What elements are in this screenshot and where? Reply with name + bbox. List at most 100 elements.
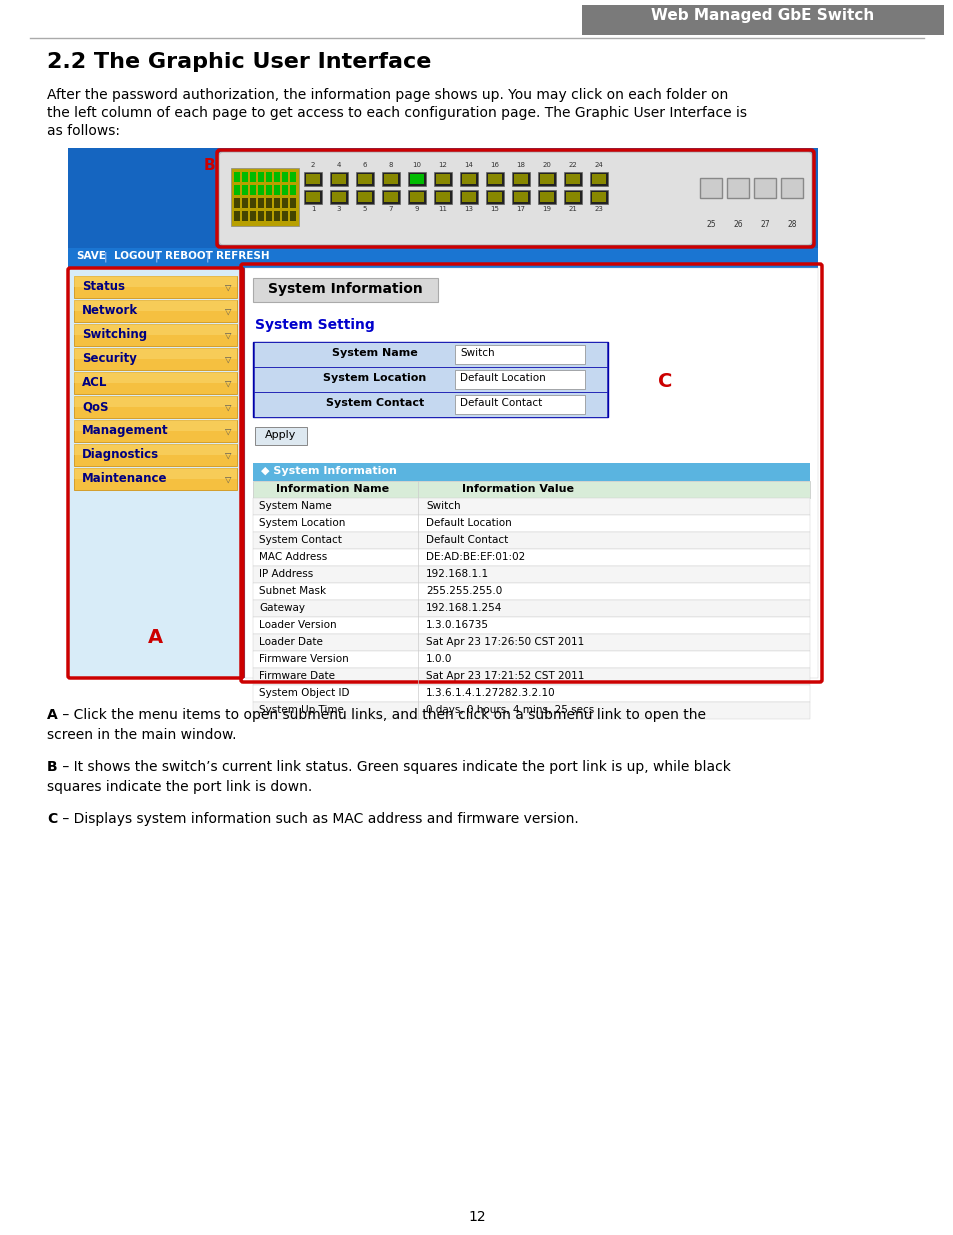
Text: 22: 22 <box>568 162 577 168</box>
Text: ACL: ACL <box>82 375 108 389</box>
Bar <box>282 211 288 221</box>
Bar <box>436 174 450 184</box>
Text: Switching: Switching <box>82 329 147 341</box>
Text: After the password authorization, the information page shows up. You may click o: After the password authorization, the in… <box>47 88 727 103</box>
Bar <box>512 190 530 204</box>
Bar <box>68 268 243 678</box>
Text: DE:AD:BE:EF:01:02: DE:AD:BE:EF:01:02 <box>426 552 525 562</box>
Text: screen in the main window.: screen in the main window. <box>47 727 236 742</box>
Bar <box>242 172 248 182</box>
Bar <box>565 191 579 203</box>
Bar <box>459 190 477 204</box>
Text: Switch: Switch <box>459 348 494 358</box>
Bar <box>410 191 423 203</box>
Bar <box>459 172 477 186</box>
Text: C: C <box>47 811 57 826</box>
Bar <box>253 480 809 498</box>
Bar <box>254 427 307 445</box>
Bar <box>257 211 264 221</box>
Bar <box>306 174 319 184</box>
Bar <box>233 185 240 195</box>
Bar <box>253 342 606 367</box>
Text: 12: 12 <box>468 1210 485 1224</box>
Bar <box>700 178 721 198</box>
Bar <box>290 172 295 182</box>
Text: A: A <box>47 708 58 722</box>
Text: 1: 1 <box>311 206 314 212</box>
Text: Default Location: Default Location <box>426 517 511 529</box>
Bar <box>514 191 527 203</box>
Bar <box>434 190 452 204</box>
Bar <box>330 172 348 186</box>
Text: System Up Time: System Up Time <box>258 705 343 715</box>
Bar <box>257 185 264 195</box>
Text: 13: 13 <box>464 206 473 212</box>
Bar <box>74 300 236 322</box>
Text: 24: 24 <box>594 162 602 168</box>
Text: Apply: Apply <box>265 430 296 440</box>
Text: 23: 23 <box>594 206 603 212</box>
Text: 1.0.0: 1.0.0 <box>426 655 452 664</box>
Text: LOGOUT: LOGOUT <box>113 251 162 261</box>
Bar <box>253 634 809 651</box>
Text: as follows:: as follows: <box>47 124 120 138</box>
Bar <box>74 445 236 454</box>
Text: 21: 21 <box>568 206 577 212</box>
Bar <box>231 168 298 226</box>
Text: 4: 4 <box>336 162 341 168</box>
Text: 2: 2 <box>311 162 314 168</box>
Bar <box>384 174 397 184</box>
Bar <box>250 211 255 221</box>
Bar <box>355 172 374 186</box>
Text: 14: 14 <box>464 162 473 168</box>
Text: Sat Apr 23 17:21:52 CST 2011: Sat Apr 23 17:21:52 CST 2011 <box>426 671 584 680</box>
Text: System Contact: System Contact <box>258 535 341 545</box>
Bar <box>589 190 607 204</box>
Bar <box>488 191 501 203</box>
Text: Status: Status <box>82 280 125 293</box>
Bar <box>282 198 288 207</box>
Text: Loader Date: Loader Date <box>258 637 322 647</box>
Bar <box>274 198 280 207</box>
Bar <box>512 172 530 186</box>
Text: System Name: System Name <box>332 348 417 358</box>
Bar <box>253 515 809 532</box>
Text: Default Contact: Default Contact <box>459 398 541 408</box>
Text: ◆ System Information: ◆ System Information <box>261 466 396 475</box>
Bar <box>461 174 476 184</box>
Text: QoS: QoS <box>82 400 109 412</box>
Text: SAVE: SAVE <box>76 251 106 261</box>
Text: System Setting: System Setting <box>254 317 375 332</box>
Text: 5: 5 <box>362 206 367 212</box>
Bar <box>253 583 809 600</box>
Text: ▽: ▽ <box>225 354 232 364</box>
Bar <box>381 190 399 204</box>
Bar <box>290 185 295 195</box>
Bar <box>253 566 809 583</box>
Text: Loader Version: Loader Version <box>258 620 336 630</box>
Bar <box>253 668 809 685</box>
Bar <box>266 185 272 195</box>
Bar <box>753 178 775 198</box>
Bar <box>274 172 280 182</box>
Text: REFRESH: REFRESH <box>215 251 270 261</box>
Bar <box>253 342 607 417</box>
Bar <box>537 172 556 186</box>
Text: System Location: System Location <box>258 517 345 529</box>
Bar <box>282 172 288 182</box>
Bar <box>74 468 236 479</box>
Text: 19: 19 <box>542 206 551 212</box>
Bar <box>410 174 423 184</box>
Text: Switch: Switch <box>426 501 460 511</box>
Text: Information Value: Information Value <box>461 484 574 494</box>
Bar <box>253 367 606 391</box>
Text: 18: 18 <box>516 162 525 168</box>
Text: 1.3.0.16735: 1.3.0.16735 <box>426 620 489 630</box>
Text: 192.168.1.1: 192.168.1.1 <box>426 569 489 579</box>
Text: Diagnostics: Diagnostics <box>82 448 159 461</box>
Text: squares indicate the port link is down.: squares indicate the port link is down. <box>47 781 312 794</box>
Bar <box>74 348 236 359</box>
Text: 1.3.6.1.4.1.27282.3.2.10: 1.3.6.1.4.1.27282.3.2.10 <box>426 688 555 698</box>
Bar <box>242 185 248 195</box>
Bar <box>488 174 501 184</box>
